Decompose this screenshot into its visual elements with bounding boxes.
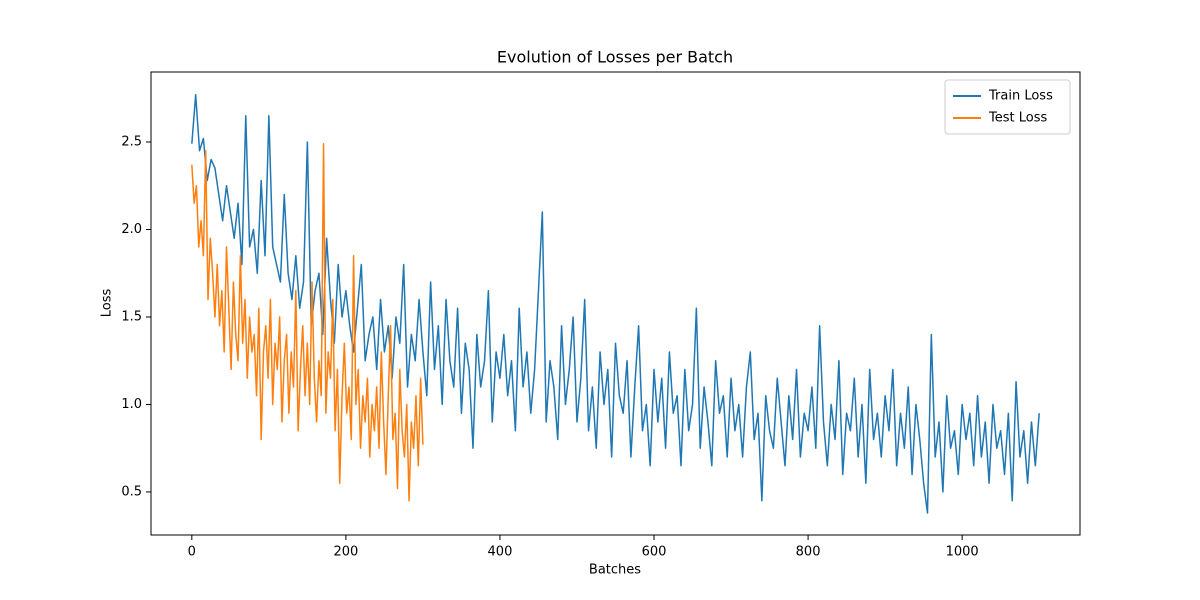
- series-line: [191, 142, 424, 502]
- y-tick-label: 1.0: [121, 397, 142, 412]
- x-tick-label: 600: [642, 545, 667, 560]
- x-tick-label: 200: [333, 545, 358, 560]
- y-tick-label: 1.5: [121, 309, 142, 324]
- legend-label: Test Loss: [988, 111, 1047, 126]
- x-tick-label: 1000: [946, 545, 979, 560]
- y-tick-label: 0.5: [121, 484, 142, 499]
- y-axis-label: Loss: [100, 289, 115, 318]
- x-tick-label: 0: [188, 545, 196, 560]
- plot-frame: [150, 71, 1081, 536]
- series-line: [191, 94, 1040, 514]
- x-tick-label: 400: [488, 545, 513, 560]
- chart-title: Evolution of Losses per Batch: [497, 48, 733, 67]
- y-tick-label: 2.5: [121, 134, 142, 149]
- legend-box: [944, 79, 1071, 135]
- x-tick-label: 800: [796, 545, 821, 560]
- y-tick-label: 2.0: [121, 222, 142, 237]
- legend-label: Train Loss: [988, 89, 1053, 104]
- x-axis-label: Batches: [589, 563, 641, 578]
